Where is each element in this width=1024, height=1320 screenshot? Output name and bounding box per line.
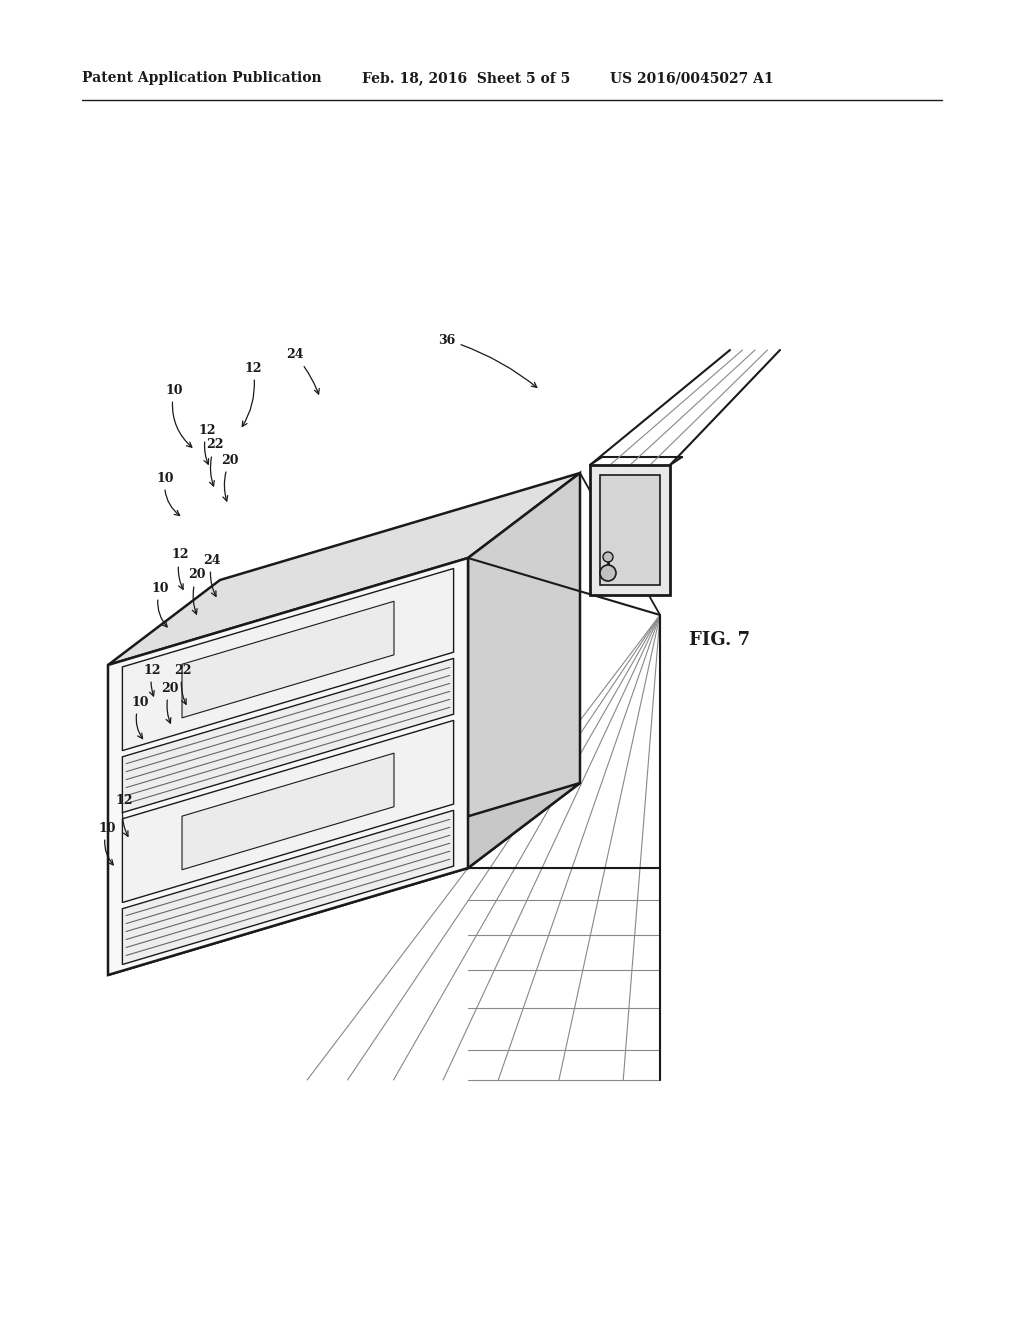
Text: 10: 10 xyxy=(152,582,169,627)
Text: 22: 22 xyxy=(206,438,224,486)
Text: 12: 12 xyxy=(199,424,216,465)
Text: 10: 10 xyxy=(98,821,116,865)
Circle shape xyxy=(600,565,616,581)
Text: 12: 12 xyxy=(116,793,133,837)
Text: 12: 12 xyxy=(143,664,161,696)
Text: 10: 10 xyxy=(157,471,179,516)
Polygon shape xyxy=(108,558,468,975)
Polygon shape xyxy=(108,473,580,665)
Text: 12: 12 xyxy=(171,549,188,589)
Text: Patent Application Publication: Patent Application Publication xyxy=(82,71,322,84)
Polygon shape xyxy=(182,754,394,870)
Polygon shape xyxy=(468,473,580,869)
Text: 20: 20 xyxy=(161,681,179,723)
Text: Feb. 18, 2016  Sheet 5 of 5: Feb. 18, 2016 Sheet 5 of 5 xyxy=(362,71,570,84)
Text: 36: 36 xyxy=(438,334,537,387)
Text: 12: 12 xyxy=(243,362,262,426)
Text: 20: 20 xyxy=(188,569,206,614)
Polygon shape xyxy=(600,475,660,585)
Polygon shape xyxy=(123,721,454,903)
Polygon shape xyxy=(123,569,454,751)
Polygon shape xyxy=(123,659,454,813)
Polygon shape xyxy=(590,465,670,595)
Text: FIG. 7: FIG. 7 xyxy=(689,631,751,649)
Text: US 2016/0045027 A1: US 2016/0045027 A1 xyxy=(610,71,773,84)
Text: 10: 10 xyxy=(165,384,191,447)
Polygon shape xyxy=(182,602,394,718)
Circle shape xyxy=(603,552,613,562)
Text: 20: 20 xyxy=(221,454,239,502)
Text: 10: 10 xyxy=(131,696,148,739)
Polygon shape xyxy=(108,783,580,975)
Text: 24: 24 xyxy=(287,348,319,395)
Polygon shape xyxy=(123,810,454,965)
Text: 22: 22 xyxy=(174,664,191,705)
Text: 24: 24 xyxy=(203,553,221,597)
